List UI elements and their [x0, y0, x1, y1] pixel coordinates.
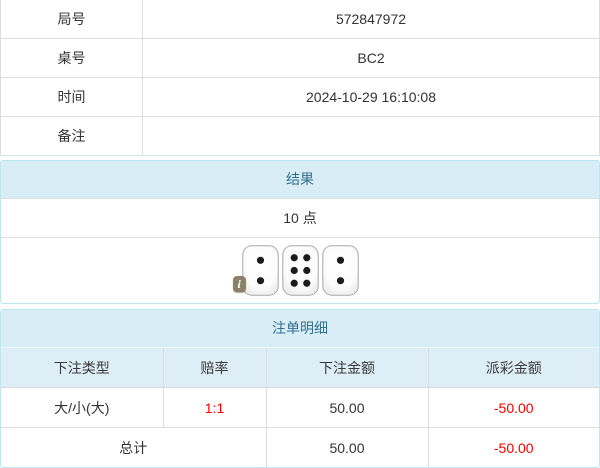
dice-group: i: [232, 245, 359, 296]
result-panel: 结果 10 点 i: [0, 160, 600, 304]
col-header-payout: 派彩金额: [427, 348, 599, 388]
info-label-round: 局号: [0, 0, 143, 39]
payout-cell: -50.00: [427, 387, 599, 428]
info-row-round: 局号 572847972: [0, 0, 600, 39]
bet-amount-cell: 50.00: [265, 387, 429, 428]
total-bet-amount-cell: 50.00: [265, 427, 429, 467]
bet-row: 大/小(大) 1:1 50.00 -50.00: [1, 387, 599, 428]
die-2-icon: [241, 245, 279, 296]
col-header-bet-amount: 下注金额: [265, 348, 429, 388]
odds-cell: 1:1: [162, 387, 267, 428]
info-value-time: 2024-10-29 16:10:08: [142, 77, 600, 117]
die-2-icon: [321, 245, 359, 296]
info-table: 局号 572847972 桌号 BC2 时间 2024-10-29 16:10:…: [0, 0, 600, 156]
total-payout-cell: -50.00: [427, 427, 599, 467]
dice-row: i: [1, 238, 599, 303]
col-header-bet-type: 下注类型: [1, 348, 164, 388]
info-label-table: 桌号: [0, 38, 143, 78]
bets-panel-title: 注单明细: [1, 310, 599, 348]
info-value-remark: [142, 116, 600, 156]
info-value-table: BC2: [142, 38, 600, 78]
bets-panel: 注单明细 下注类型 赔率 下注金额 派彩金额 大/小(大) 1:1 50.00 …: [0, 309, 600, 468]
info-value-round: 572847972: [142, 0, 600, 39]
info-row-time: 时间 2024-10-29 16:10:08: [0, 77, 600, 117]
bet-type-cell: 大/小(大): [1, 387, 164, 428]
info-label-time: 时间: [0, 77, 143, 117]
info-label-remark: 备注: [0, 116, 143, 156]
die-6-icon: [281, 245, 319, 296]
info-row-table: 桌号 BC2: [0, 38, 600, 78]
col-header-odds: 赔率: [162, 348, 267, 388]
total-row: 总计 50.00 -50.00: [1, 427, 599, 467]
result-points: 10 点: [1, 199, 599, 238]
bets-table: 下注类型 赔率 下注金额 派彩金额 大/小(大) 1:1 50.00 -50.0…: [1, 348, 599, 467]
info-row-remark: 备注: [0, 116, 600, 156]
total-label-cell: 总计: [1, 427, 267, 467]
info-icon[interactable]: i: [232, 276, 246, 292]
result-panel-title: 结果: [1, 161, 599, 199]
bets-header-row: 下注类型 赔率 下注金额 派彩金额: [1, 348, 599, 388]
